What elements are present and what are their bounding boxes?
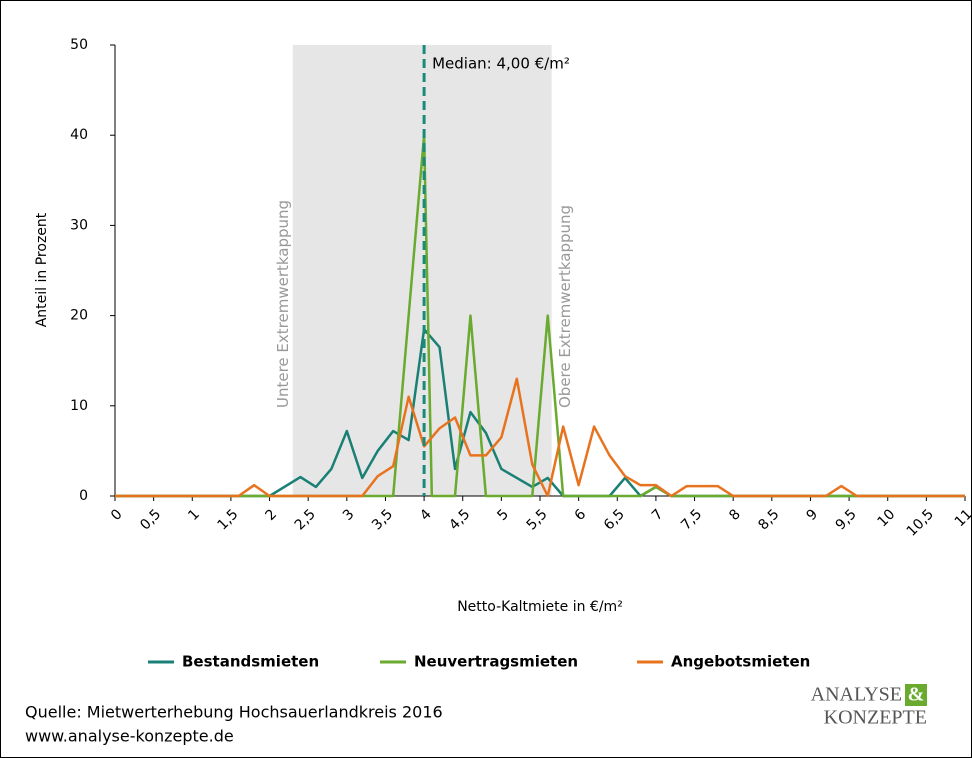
url: www.analyse-konzepte.de xyxy=(25,727,234,746)
y-tick-label: 40 xyxy=(70,127,88,143)
series-line xyxy=(115,327,965,498)
y-tick-label: 0 xyxy=(79,488,88,504)
source: Quelle: Mietwerterhebung Hochsauerlandkr… xyxy=(25,703,443,722)
series-line xyxy=(115,133,965,498)
logo-box xyxy=(905,684,927,706)
legend-label: Angebotsmieten xyxy=(671,653,810,671)
median-label: Median: 4,00 €/m² xyxy=(432,55,570,73)
y-tick-label: 50 xyxy=(70,37,88,53)
y-axis-label: Anteil in Prozent xyxy=(34,212,50,327)
y-tick-label: 30 xyxy=(70,217,88,233)
logo-bottom: KONZEPTE xyxy=(824,707,927,729)
annotation: Untere Extremwertkappung xyxy=(274,200,292,408)
legend-label: Neuvertragsmieten xyxy=(414,653,578,671)
legend-label: Bestandsmieten xyxy=(182,653,319,671)
logo-amp: & xyxy=(908,684,925,706)
logo-top: ANALYSE xyxy=(811,684,902,706)
cap-band xyxy=(292,45,552,496)
series-line xyxy=(115,377,965,498)
y-tick-label: 20 xyxy=(70,308,88,324)
annotation: Obere Extremwertkappung xyxy=(556,205,574,408)
y-tick-label: 10 xyxy=(70,398,88,414)
x-axis-label: Netto-Kaltmiete in €/m² xyxy=(457,599,623,615)
